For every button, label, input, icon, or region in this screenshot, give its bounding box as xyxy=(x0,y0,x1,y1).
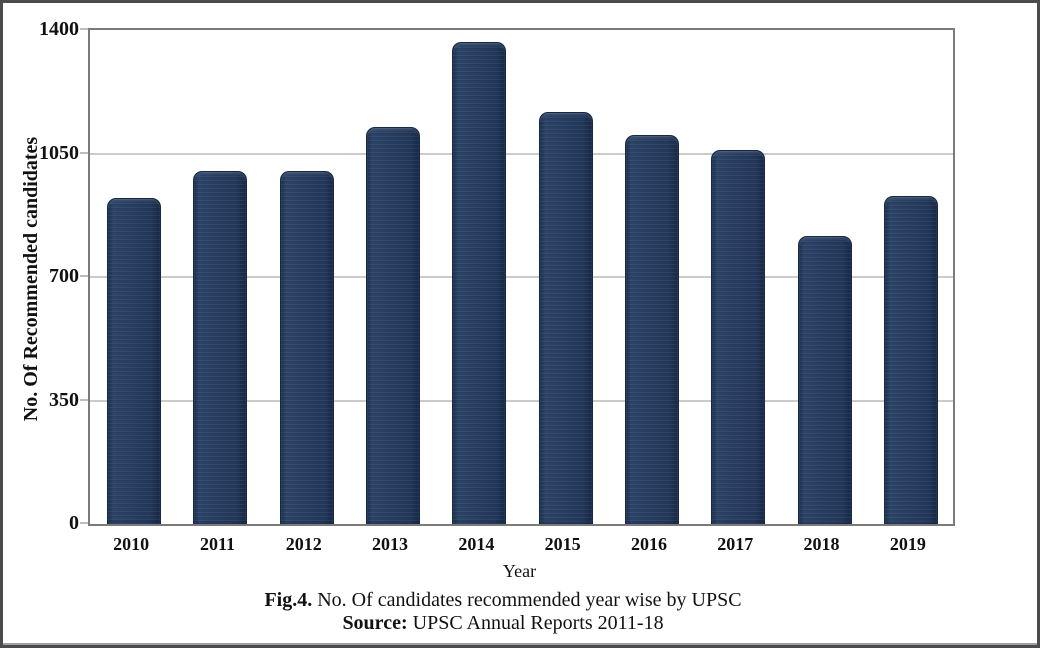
x-tick-label-2015: 2015 xyxy=(544,534,581,554)
caption-fig-text: No. Of candidates recommended year wise … xyxy=(317,589,742,611)
x-tick-label-2018: 2018 xyxy=(803,534,840,554)
bar-2017 xyxy=(711,150,766,524)
bar-2016 xyxy=(624,135,679,524)
x-tick-label-2016: 2016 xyxy=(630,534,667,554)
caption-line-2: Source: UPSC Annual Reports 2011-18 xyxy=(3,612,1003,635)
y-tick-label-350: 350 xyxy=(49,388,79,411)
x-tick-label-2013: 2013 xyxy=(372,534,409,554)
bar-2018 xyxy=(797,236,852,524)
y-tick-mark-0 xyxy=(80,522,88,524)
caption-source-text: UPSC Annual Reports 2011-18 xyxy=(412,612,664,634)
bar-2010 xyxy=(107,198,162,524)
gridline-700 xyxy=(90,276,953,278)
bar-2015 xyxy=(538,112,593,524)
caption-line-1: Fig.4. No. Of candidates recommended yea… xyxy=(3,589,1003,612)
x-tick-label-2014: 2014 xyxy=(458,534,495,554)
bar-2014 xyxy=(452,41,507,524)
x-tick-label-2019: 2019 xyxy=(889,534,926,554)
caption-source-label: Source: xyxy=(342,612,408,634)
y-tick-mark-700 xyxy=(80,275,88,277)
bar-2012 xyxy=(279,170,334,524)
caption-fig-label: Fig.4. xyxy=(264,589,313,611)
x-tick-label-2017: 2017 xyxy=(717,534,754,554)
x-axis-title: Year xyxy=(502,561,537,581)
figure-caption: Fig.4. No. Of candidates recommended yea… xyxy=(3,589,1003,635)
y-tick-mark-1400 xyxy=(80,28,88,30)
y-tick-label-1050: 1050 xyxy=(39,141,79,164)
x-tick-label-2012: 2012 xyxy=(285,534,322,554)
plot-area xyxy=(88,28,955,526)
frame-bottom-edge xyxy=(3,643,1037,645)
gridline-350 xyxy=(90,399,953,402)
y-tick-label-700: 700 xyxy=(49,265,79,287)
bar-2011 xyxy=(193,170,248,524)
x-tick-label-2010: 2010 xyxy=(113,534,150,554)
x-tick-label-2011: 2011 xyxy=(199,534,235,554)
bar-2019 xyxy=(883,195,938,524)
y-tick-mark-1050 xyxy=(80,151,88,154)
bar-2013 xyxy=(366,127,421,524)
y-tick-mark-350 xyxy=(80,398,88,401)
gridline-1050 xyxy=(90,152,953,155)
y-tick-label-1400: 1400 xyxy=(39,18,79,40)
y-tick-label-0: 0 xyxy=(69,512,79,534)
